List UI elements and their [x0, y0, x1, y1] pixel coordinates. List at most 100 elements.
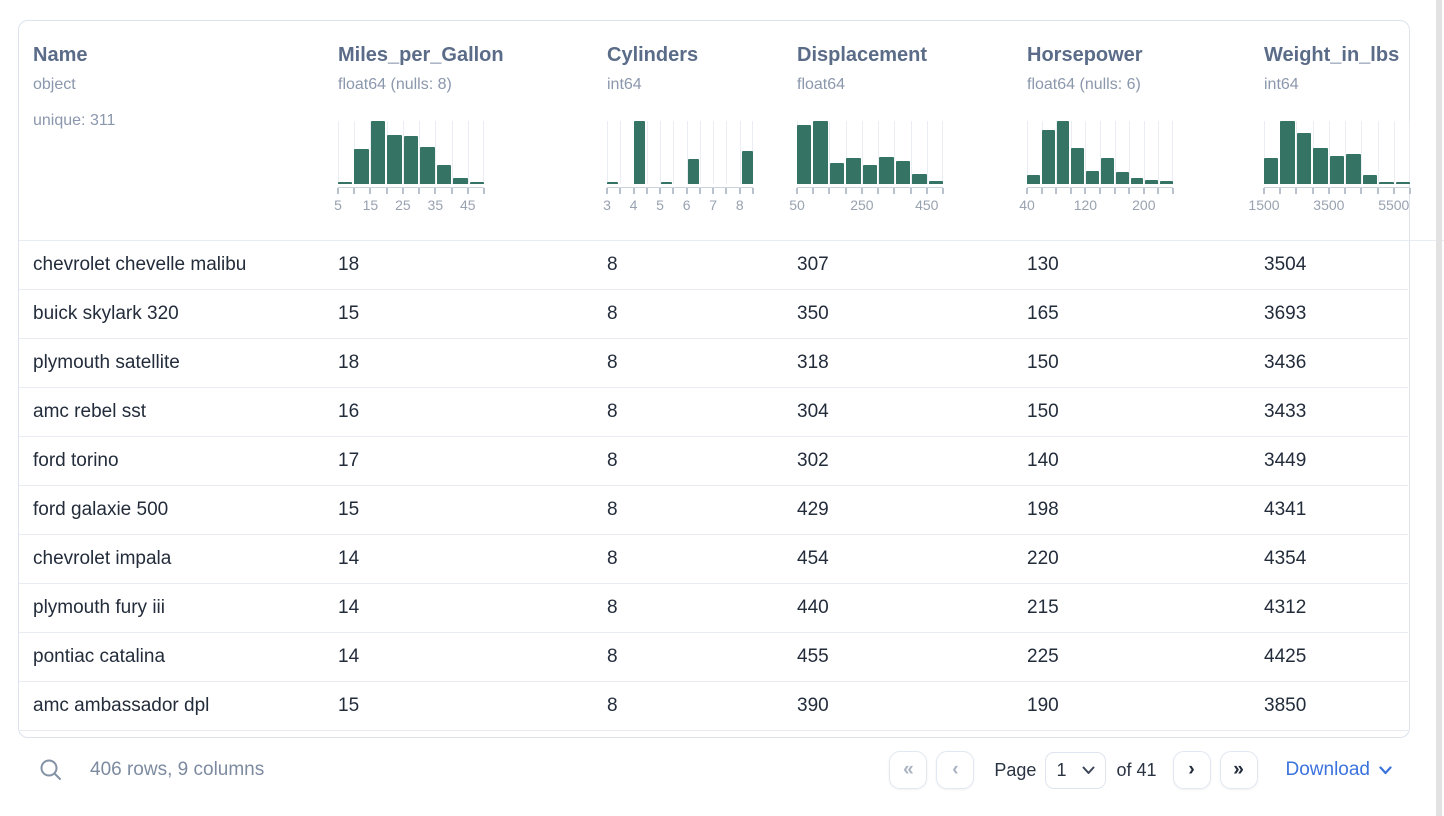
- histogram-gridline: [646, 121, 648, 184]
- axis-tick-label: 5500: [1378, 197, 1410, 213]
- histogram-bar: [879, 156, 894, 184]
- last-page-button[interactable]: »: [1219, 751, 1258, 789]
- histogram-bar: [1056, 121, 1070, 184]
- column-title: Horsepower: [1027, 44, 1143, 66]
- column-histogram[interactable]: 3 4 5 6 7 8: [603, 121, 754, 213]
- histogram-gridline: [894, 121, 896, 184]
- histogram-gridline: [861, 121, 863, 184]
- chevron-down-icon: [1082, 766, 1095, 774]
- column-header-cylinders[interactable]: Cylinders int64 3 4 5 6 7 8: [593, 21, 783, 240]
- histogram-bars: [1027, 121, 1173, 184]
- histogram-gridline: [845, 121, 847, 184]
- column-type: float64: [797, 76, 846, 93]
- histogram-axis: [606, 187, 754, 195]
- axis-tick: [1099, 188, 1101, 194]
- column-histogram[interactable]: 40 120 200: [1019, 121, 1174, 213]
- histogram-bar: [1041, 129, 1055, 184]
- table-header-row: Name object unique: 311 Miles_per_Gallon flo…: [19, 21, 1444, 241]
- axis-tick: [1128, 188, 1131, 194]
- histogram-bar: [829, 162, 845, 184]
- prev-page-button[interactable]: ‹: [936, 751, 975, 789]
- axis-tick: [1279, 188, 1282, 194]
- histogram-gridline: [673, 121, 675, 184]
- table-cell: 8: [607, 303, 618, 324]
- page-count-label: of 41: [1116, 759, 1157, 780]
- column-header-weight_in_lbs[interactable]: Weight_in_lbs int64 1500 3500 5500: [1248, 21, 1444, 240]
- table-cell: 4312: [1264, 597, 1307, 618]
- histogram-bar: [660, 182, 673, 184]
- axis-tick: [844, 188, 847, 194]
- axis-tick-label: 25: [395, 197, 411, 213]
- table-row: amc rebel sst 16 8 304 150 3433: [19, 388, 1408, 437]
- histogram-bar: [1362, 174, 1378, 184]
- histogram-gridline: [942, 121, 943, 184]
- table-row: plymouth satellite 18 8 318 150 3436: [19, 339, 1408, 388]
- histogram-gridline: [1328, 121, 1330, 184]
- table-cell: 150: [1027, 352, 1059, 373]
- histogram-gridline: [1345, 121, 1347, 184]
- column-type: object: [33, 76, 76, 93]
- table-cell: 220: [1027, 548, 1059, 569]
- histogram-gridline: [435, 121, 437, 184]
- column-header-miles_per_gallon[interactable]: Miles_per_Gallon float64 (nulls: 8) 5 15 25 3…: [324, 21, 593, 240]
- table-cell: pontiac catalina: [33, 646, 166, 667]
- histogram-axis: [796, 187, 944, 195]
- histogram-bars: [338, 121, 484, 184]
- histogram-bar: [1160, 180, 1173, 184]
- search-icon[interactable]: [38, 757, 64, 783]
- table-cell: 8: [607, 548, 618, 569]
- histogram-gridline: [829, 121, 831, 184]
- histogram-gridline: [1100, 121, 1101, 184]
- axis-tick: [450, 188, 453, 194]
- page-select[interactable]: 1: [1045, 751, 1107, 789]
- table-cell: amc rebel sst: [33, 401, 146, 422]
- column-histogram[interactable]: 50 250 450: [789, 121, 944, 213]
- axis-tick: [893, 188, 896, 194]
- axis-tick: [401, 188, 404, 194]
- histogram-gridline: [1393, 121, 1395, 184]
- column-histogram[interactable]: 1500 3500 5500: [1248, 121, 1411, 213]
- axis-tick: [434, 188, 437, 194]
- axis-tick: [942, 188, 944, 194]
- axis-tick: [812, 188, 815, 194]
- histogram-bar: [607, 182, 619, 184]
- table-cell: 440: [797, 597, 829, 618]
- column-header-name[interactable]: Name object unique: 311: [19, 21, 324, 240]
- histogram-bar: [1264, 157, 1279, 184]
- column-header-displacement[interactable]: Displacement float64 50 250 450: [783, 21, 1013, 240]
- table-cell: 302: [797, 450, 829, 471]
- histogram-bar: [928, 180, 943, 184]
- axis-tick: [645, 188, 648, 194]
- histogram-bar: [1100, 157, 1114, 184]
- table-cell: 8: [607, 646, 618, 667]
- histogram-bar: [741, 151, 753, 184]
- download-button[interactable]: Download: [1286, 759, 1393, 781]
- column-type: float64 (nulls: 6): [1027, 76, 1141, 93]
- table-cell: 8: [607, 499, 618, 520]
- next-page-button[interactable]: ›: [1172, 751, 1211, 789]
- axis-tick-label: 450: [915, 197, 939, 213]
- axis-tick: [1392, 188, 1395, 194]
- axis-tick-label: 3500: [1313, 197, 1345, 213]
- table-row: amc ambassador dpl 15 8 390 190 3850: [19, 682, 1408, 731]
- histogram-gridline: [660, 121, 662, 184]
- axis-tick: [1311, 188, 1314, 194]
- column-histogram[interactable]: 5 15 25 35 45: [334, 121, 485, 213]
- first-page-button[interactable]: «: [889, 751, 928, 789]
- histogram-axis: [1026, 187, 1174, 195]
- page-scrollbar[interactable]: [1436, 0, 1442, 816]
- column-header-horsepower[interactable]: Horsepower float64 (nulls: 6) 40 120 200: [1013, 21, 1250, 240]
- axis-tick: [1055, 188, 1058, 194]
- histogram-axis: [1263, 187, 1411, 195]
- histogram-bar: [387, 134, 402, 184]
- histogram-gridline: [483, 121, 484, 184]
- histogram-gridline: [1129, 121, 1131, 184]
- column-type: int64: [607, 76, 642, 93]
- column-type: float64 (nulls: 8): [338, 76, 452, 93]
- histogram-gridline: [1377, 121, 1379, 184]
- histogram-tick-labels: 5 15 25 35 45: [334, 197, 484, 213]
- histogram-bar: [1379, 182, 1394, 184]
- table-cell: 16: [338, 401, 360, 422]
- axis-tick: [385, 188, 388, 194]
- table-cell: 307: [797, 254, 829, 275]
